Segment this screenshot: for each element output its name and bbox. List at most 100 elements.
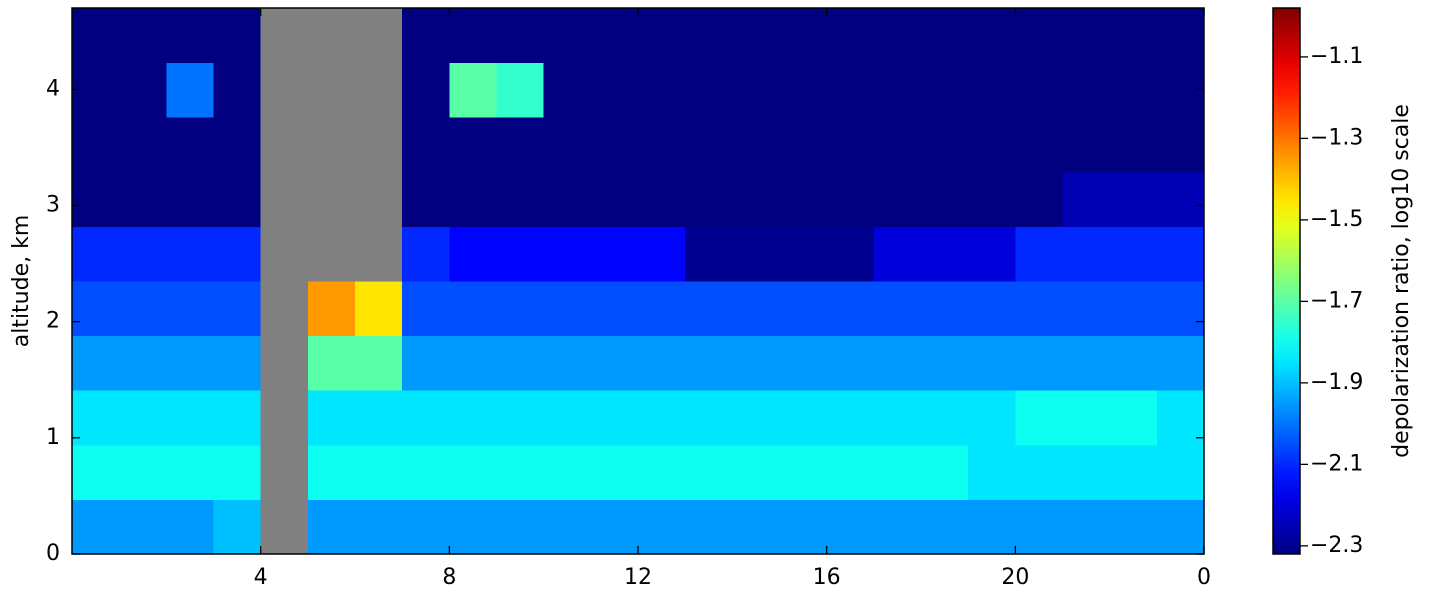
heatmap-cell (402, 8, 450, 64)
heatmap-cell (496, 8, 545, 64)
heatmap-cell (166, 390, 214, 446)
heatmap-cell (449, 8, 497, 64)
heatmap-cell (873, 62, 922, 118)
heatmap-cell (638, 444, 686, 500)
colorbar-tick-label: −1.9 (1310, 370, 1363, 395)
heatmap-cell (826, 8, 875, 64)
heatmap-cell (1062, 8, 1111, 64)
heatmap-cell (732, 226, 780, 282)
heatmap-cell (543, 390, 592, 446)
heatmap-cell (779, 444, 828, 500)
heatmap-cell (590, 499, 639, 555)
heatmap-cell (119, 390, 167, 446)
heatmap-cell (921, 62, 969, 118)
heatmap-cell (260, 281, 309, 337)
heatmap-cell (402, 390, 450, 446)
heatmap-cell (72, 117, 120, 173)
heatmap-cell (543, 8, 592, 64)
heatmap-cell (119, 226, 167, 282)
y-tick-label: 4 (46, 76, 60, 101)
y-axis-label: altitude, km (9, 215, 34, 348)
heatmap-cell (638, 335, 686, 391)
heatmap-cell (449, 335, 497, 391)
heatmap-cell (1062, 335, 1111, 391)
heatmap-cell (968, 62, 1016, 118)
heatmap-cell (779, 499, 828, 555)
heatmap-cell (213, 62, 262, 118)
heatmap-cell (638, 499, 686, 555)
heatmap-cell (307, 8, 356, 64)
heatmap-cell (638, 281, 686, 337)
heatmap (72, 8, 1205, 555)
heatmap-cell (449, 444, 497, 500)
heatmap-cell (496, 117, 545, 173)
heatmap-cell (260, 499, 309, 555)
heatmap-cell (496, 281, 545, 337)
heatmap-cell (543, 226, 592, 282)
heatmap-cell (402, 281, 450, 337)
heatmap-cell (119, 444, 167, 500)
heatmap-cell (449, 281, 497, 337)
heatmap-cell (826, 117, 875, 173)
heatmap-cell (1156, 335, 1205, 391)
heatmap-cell (496, 335, 545, 391)
heatmap-cell (166, 335, 214, 391)
y-tick-label: 1 (46, 425, 60, 450)
heatmap-cell (732, 62, 780, 118)
heatmap-cell (213, 281, 262, 337)
y-tick-label: 2 (46, 309, 60, 334)
heatmap-cell (355, 281, 403, 337)
heatmap-cell (638, 62, 686, 118)
heatmap-cell (685, 390, 733, 446)
heatmap-cell (449, 226, 497, 282)
heatmap-cell (166, 281, 214, 337)
heatmap-cell (685, 281, 733, 337)
heatmap-cell (685, 117, 733, 173)
heatmap-cell (1062, 62, 1111, 118)
heatmap-cell (166, 8, 214, 64)
heatmap-cell (921, 117, 969, 173)
heatmap-cell (685, 499, 733, 555)
heatmap-cell (1015, 8, 1063, 64)
heatmap-cell (826, 390, 875, 446)
heatmap-cell (732, 390, 780, 446)
heatmap-cell (873, 444, 922, 500)
x-tick-label: 0 (1197, 565, 1211, 590)
heatmap-cell (543, 444, 592, 500)
heatmap-cell (543, 281, 592, 337)
heatmap-cell (968, 499, 1016, 555)
heatmap-cell (826, 226, 875, 282)
heatmap-cell (826, 499, 875, 555)
heatmap-cell (873, 390, 922, 446)
heatmap-cell (213, 226, 262, 282)
heatmap-cell (590, 62, 639, 118)
heatmap-cell (590, 444, 639, 500)
heatmap-cell (119, 335, 167, 391)
heatmap-cell (732, 444, 780, 500)
heatmap-cell (873, 499, 922, 555)
heatmap-cell (779, 226, 828, 282)
heatmap-cell (496, 62, 545, 118)
heatmap-cell (1109, 8, 1158, 64)
heatmap-cell (873, 281, 922, 337)
heatmap-cell (968, 8, 1016, 64)
heatmap-cell (968, 171, 1016, 227)
heatmap-cell (1062, 281, 1111, 337)
heatmap-cell (496, 390, 545, 446)
heatmap-cell (355, 499, 403, 555)
heatmap-cell (685, 171, 733, 227)
x-tick-label: 4 (254, 565, 268, 590)
x-tick-label: 16 (813, 565, 841, 590)
heatmap-cell (1062, 117, 1111, 173)
heatmap-cell (260, 62, 309, 118)
colorbar-tick-label: −1.5 (1310, 207, 1363, 232)
heatmap-cell (72, 281, 120, 337)
heatmap-cell (1109, 281, 1158, 337)
heatmap-cell (449, 117, 497, 173)
heatmap-cell (873, 8, 922, 64)
heatmap-cell (307, 499, 356, 555)
heatmap-cell (921, 444, 969, 500)
heatmap-cell (921, 335, 969, 391)
heatmap-cell (260, 171, 309, 227)
